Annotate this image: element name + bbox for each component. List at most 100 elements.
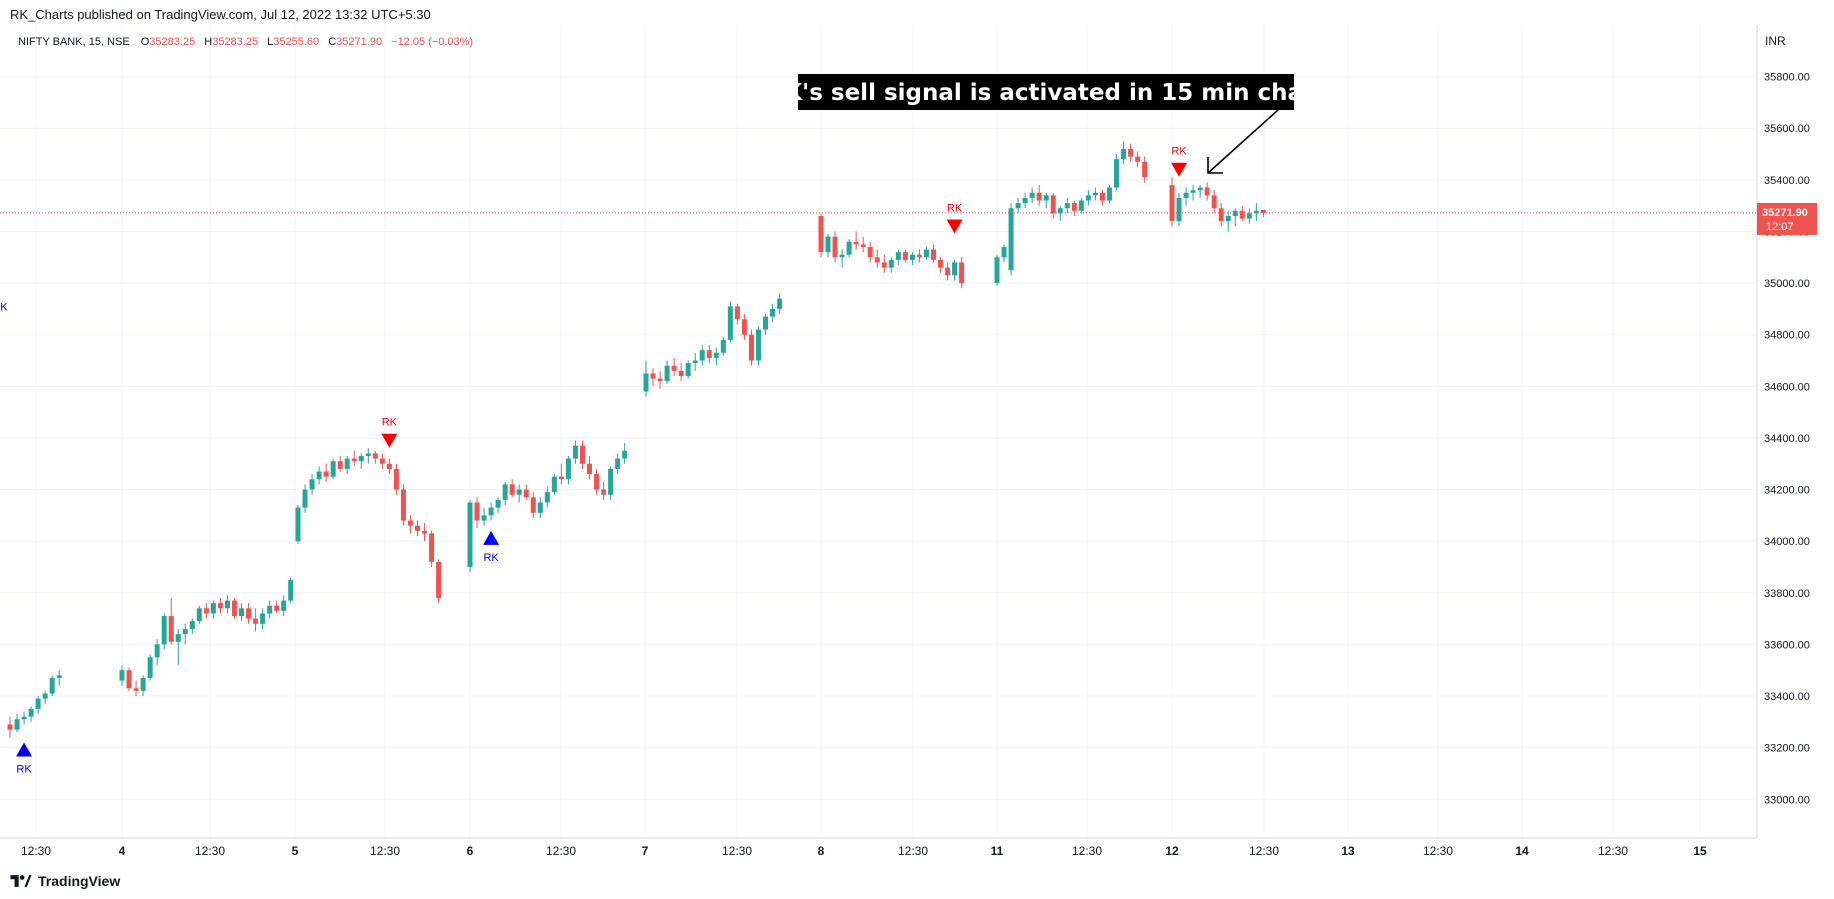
candle-body xyxy=(509,484,515,495)
candle-body xyxy=(386,463,392,469)
candle-body xyxy=(594,474,600,490)
legend-close: 35271.90 xyxy=(336,36,382,48)
candle-body xyxy=(713,352,719,358)
candle-body xyxy=(1253,210,1259,214)
candle-body xyxy=(351,458,357,462)
x-tick-label: 12:30 xyxy=(1423,844,1453,858)
candle-body xyxy=(671,365,677,371)
annotation-box xyxy=(798,74,1294,110)
sell-signal-label: RK xyxy=(947,202,963,214)
x-tick-label: 12:30 xyxy=(722,844,752,858)
y-tick-label: 33200.00 xyxy=(1764,743,1810,755)
candle-body xyxy=(488,507,494,516)
candle-body xyxy=(579,445,585,464)
candle-body xyxy=(393,468,399,490)
candle-body xyxy=(1197,187,1203,191)
candle-body xyxy=(1128,148,1134,157)
x-tick-label: 4 xyxy=(119,844,126,858)
legend-low: 35255.60 xyxy=(273,36,319,48)
candle-body xyxy=(1057,208,1063,214)
candle-body xyxy=(474,502,480,521)
candle-body xyxy=(372,453,378,459)
candle-body xyxy=(495,499,501,508)
tradingview-logo-text: TradingView xyxy=(38,873,121,889)
y-tick-label: 33600.00 xyxy=(1764,639,1810,651)
candle-body xyxy=(650,373,656,379)
candle-body xyxy=(601,489,607,495)
candle-body xyxy=(1225,215,1231,222)
candle-body xyxy=(415,525,421,531)
candle-body xyxy=(1246,213,1252,219)
sell-signal-triangle xyxy=(946,219,963,234)
x-tick-label: 6 xyxy=(467,844,474,858)
candle-body xyxy=(49,677,55,694)
y-tick-label: 33400.00 xyxy=(1764,691,1810,703)
x-tick-label: 12:30 xyxy=(1249,844,1279,858)
ohlc-legend: NIFTY BANK, 15, NSE O35283.25 H35283.25 … xyxy=(18,36,473,48)
candle-body xyxy=(133,688,139,691)
candle-body xyxy=(217,603,223,609)
candle-body xyxy=(1106,187,1112,201)
candle-body xyxy=(1099,192,1105,201)
candle-body xyxy=(168,616,174,642)
candle-body xyxy=(930,249,936,260)
sell-signal-label: RK xyxy=(1171,146,1187,158)
candle-body xyxy=(210,603,216,614)
candle-body xyxy=(881,262,887,268)
candle-body xyxy=(909,254,915,260)
legend-symbol: NIFTY BANK, 15, NSE xyxy=(18,36,130,48)
y-tick-label: 34200.00 xyxy=(1764,485,1810,497)
grid-lines xyxy=(0,25,1757,838)
candle-body xyxy=(231,600,237,617)
candle-body xyxy=(777,298,783,309)
x-tick-label: 12:30 xyxy=(21,844,51,858)
candle-body xyxy=(1183,192,1189,198)
candle-body xyxy=(1135,156,1141,162)
tradingview-logo-icon xyxy=(10,875,32,887)
candle-body xyxy=(818,215,824,253)
candle-body xyxy=(1190,190,1196,193)
legend-c-label: C xyxy=(328,36,336,48)
candle-body xyxy=(189,621,195,629)
buy-signal-label: RK xyxy=(483,552,499,564)
candle-body xyxy=(565,458,571,480)
candle-body xyxy=(196,608,202,622)
candle-body xyxy=(330,461,336,477)
candle-body xyxy=(692,360,698,364)
buy-signal-label: RK xyxy=(16,764,32,776)
y-tick-label: 34800.00 xyxy=(1764,330,1810,342)
candle-body xyxy=(1064,203,1070,209)
y-tick-label: 34600.00 xyxy=(1764,381,1810,393)
publisher-line: RK_Charts published on TradingView.com, … xyxy=(10,7,431,22)
candle-body xyxy=(895,252,901,260)
buy-signal-triangle xyxy=(16,742,33,757)
y-tick-label: 34400.00 xyxy=(1764,433,1810,445)
x-tick-label: 13 xyxy=(1341,844,1355,858)
candle-body xyxy=(56,675,62,678)
x-tick-label: 12:30 xyxy=(1072,844,1102,858)
candle-body xyxy=(678,370,684,377)
candle-body xyxy=(551,476,557,493)
candle-body xyxy=(14,719,20,730)
tradingview-logo[interactable]: TradingView xyxy=(10,873,120,889)
y-tick-label: 34000.00 xyxy=(1764,536,1810,548)
candle-body xyxy=(246,608,252,619)
x-tick-label: 7 xyxy=(642,844,649,858)
candle-body xyxy=(224,600,230,609)
legend-open: 35283.25 xyxy=(149,36,195,48)
candle-body xyxy=(888,259,894,268)
candle-body xyxy=(1176,197,1182,222)
candle-body xyxy=(1204,187,1210,196)
candle-body xyxy=(923,249,929,258)
candle-body xyxy=(1036,192,1042,201)
x-tick-label: 8 xyxy=(818,844,825,858)
y-axis-labels: 33000.00 33200.00 33400.00 33600.00 33800.00… xyxy=(1764,72,1810,807)
candle-body xyxy=(952,262,958,276)
candle-body xyxy=(316,471,322,480)
candle-body xyxy=(537,502,543,513)
candle-body xyxy=(1015,203,1021,209)
x-tick-label: 12:30 xyxy=(195,844,225,858)
annotation-callout[interactable]: RK's sell signal is activated in 15 min … xyxy=(767,74,1326,174)
candle-body xyxy=(1121,148,1127,160)
